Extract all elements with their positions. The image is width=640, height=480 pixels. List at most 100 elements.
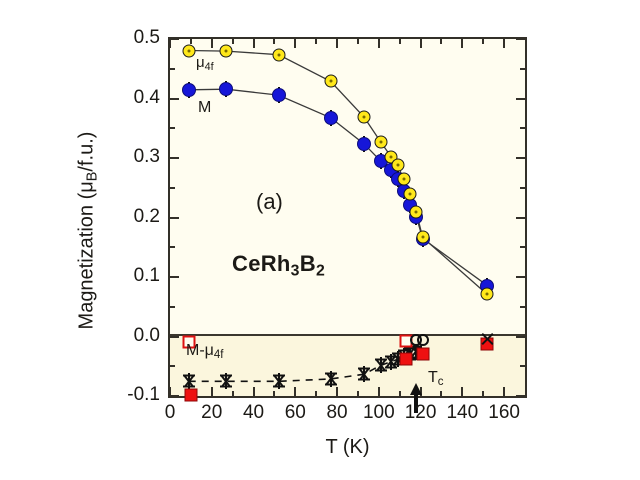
- y-axis-minor-tick-right: [520, 305, 525, 308]
- y-axis-minor-tick-right: [520, 67, 525, 70]
- y-tick-label: 0.5: [133, 27, 160, 48]
- data-point-red-filled-square: [184, 388, 198, 402]
- x-axis-minor-tick-top: [231, 39, 234, 44]
- m-series-label: M: [198, 99, 212, 116]
- data-point-blue-filled-circle: [357, 136, 372, 151]
- data-point-red-open-square: [182, 335, 196, 349]
- data-point-yellow-filled-circle: [397, 172, 411, 186]
- y-axis-minor-tick: [170, 365, 175, 368]
- x-tick-label-group: 0 20 40 60 80 100 120 140 160: [0, 402, 640, 430]
- y-axis-title-mu: μ: [75, 181, 98, 193]
- x-axis-minor-tick-top: [482, 39, 485, 44]
- y-tick-label-group: -0.1 0.0 0.1 0.2 0.3 0.4 0.5: [96, 27, 160, 405]
- y-axis-major-tick: [170, 276, 179, 278]
- data-point-bowtie: [220, 374, 233, 388]
- formula-mid: B: [299, 251, 316, 276]
- x-axis-major-tick-top: [336, 39, 339, 48]
- tc-main: T: [428, 369, 438, 386]
- formula-pre: CeRh: [232, 251, 291, 276]
- y-tick-label: -0.1: [127, 384, 160, 405]
- x-axis-major-tick-top: [210, 39, 213, 48]
- data-point-yellow-filled-circle: [391, 158, 405, 172]
- data-point-cross: [481, 332, 494, 345]
- x-axis-minor-tick-top: [398, 39, 401, 44]
- mu4f-series-label: μ4f: [196, 54, 214, 73]
- y-tick-label: 0.4: [133, 86, 160, 108]
- y-tick-label: 0.3: [133, 146, 160, 167]
- x-axis-major-tick-top: [461, 39, 464, 48]
- data-point-yellow-filled-circle: [480, 287, 494, 301]
- panel-label: (a): [256, 189, 283, 214]
- x-axis-major-tick: [210, 387, 213, 396]
- y-axis-major-tick-right: [516, 38, 525, 40]
- data-point-blue-filled-circle: [219, 82, 234, 97]
- data-point-bowtie: [374, 358, 387, 372]
- x-tick-label: 140: [446, 402, 479, 423]
- formula-sub2: 2: [315, 262, 326, 280]
- data-point-bowtie: [385, 355, 398, 369]
- mu4f-sub: 4f: [204, 61, 214, 74]
- data-point-yellow-filled-circle: [182, 44, 196, 58]
- y-axis-major-tick: [170, 395, 179, 397]
- plot-area: (a) CeRh3B2 μ4f M M-μ4f Tc: [168, 37, 527, 414]
- x-axis-major-tick: [503, 387, 506, 396]
- m-minus-mu4f-series-label: M-μ4f: [186, 342, 223, 361]
- tc-arrow-head: [410, 383, 423, 396]
- y-axis-major-tick: [170, 157, 179, 159]
- data-point-blue-filled-circle: [323, 110, 338, 125]
- x-tick-label: 160: [488, 402, 520, 423]
- y-axis-minor-tick: [170, 186, 175, 189]
- zero-baseline: [170, 334, 525, 336]
- data-point-layer: [170, 39, 525, 402]
- data-point-yellow-filled-circle: [272, 48, 285, 62]
- tc-sub: c: [437, 376, 444, 389]
- data-point-blue-filled-circle: [271, 88, 286, 103]
- y-axis-major-tick-right: [516, 157, 525, 159]
- y-axis-major-tick-right: [516, 395, 525, 397]
- tc-arrow-shaft: [414, 393, 419, 414]
- x-axis-major-tick-top: [294, 39, 297, 48]
- x-axis-major-tick: [294, 387, 297, 396]
- x-tick-label: 120: [404, 402, 437, 423]
- formula-sub1: 3: [290, 262, 300, 280]
- x-axis-minor-tick-top: [315, 39, 318, 44]
- m-minus-mu-sub: 4f: [213, 349, 224, 362]
- x-tick-label: 0: [164, 402, 176, 423]
- y-tick-label: 0.2: [133, 205, 160, 227]
- x-tick-label: 80: [326, 402, 348, 423]
- y-axis-minor-tick-right: [520, 186, 525, 189]
- x-axis-major-tick: [336, 387, 339, 396]
- data-point-yellow-filled-circle: [403, 187, 417, 201]
- y-axis-major-tick: [170, 97, 179, 100]
- data-point-bowtie: [272, 374, 285, 388]
- data-point-yellow-filled-circle: [324, 74, 338, 88]
- data-point-bowtie: [358, 367, 371, 381]
- m-minus-mu-text: M-μ: [186, 342, 214, 359]
- x-axis-major-tick-top: [503, 39, 506, 48]
- y-tick-label: 0.0: [133, 324, 160, 346]
- data-point-red-filled-square: [416, 347, 430, 361]
- y-axis-minor-tick: [170, 127, 175, 130]
- y-axis-minor-tick: [170, 67, 175, 70]
- y-axis-major-tick-right: [516, 97, 525, 100]
- x-tick-label: 60: [284, 402, 306, 423]
- x-axis-major-tick: [169, 387, 171, 396]
- data-point-yellow-filled-circle: [219, 44, 233, 58]
- data-point-yellow-filled-circle: [416, 230, 430, 244]
- x-axis-major-tick: [252, 387, 255, 396]
- y-axis-minor-tick-right: [520, 127, 525, 130]
- x-tick-label: 100: [362, 402, 395, 423]
- data-point-bowtie: [182, 374, 195, 388]
- y-axis-minor-tick: [170, 246, 175, 249]
- x-tick-label: 20: [201, 402, 223, 423]
- x-axis-title: T (K): [325, 436, 370, 458]
- x-axis-minor-tick-top: [440, 39, 443, 44]
- data-point-open-circle: [416, 334, 429, 347]
- sample-formula-label: CeRh3B2: [232, 251, 325, 280]
- x-axis-minor-tick-top: [273, 39, 276, 44]
- y-axis-title-main: Magnetization (: [75, 192, 98, 330]
- y-axis-title: Magnetization (μB/f.u.): [75, 81, 100, 381]
- data-point-yellow-filled-circle: [409, 205, 423, 219]
- y-axis-title-tail: /f.u.): [75, 131, 98, 172]
